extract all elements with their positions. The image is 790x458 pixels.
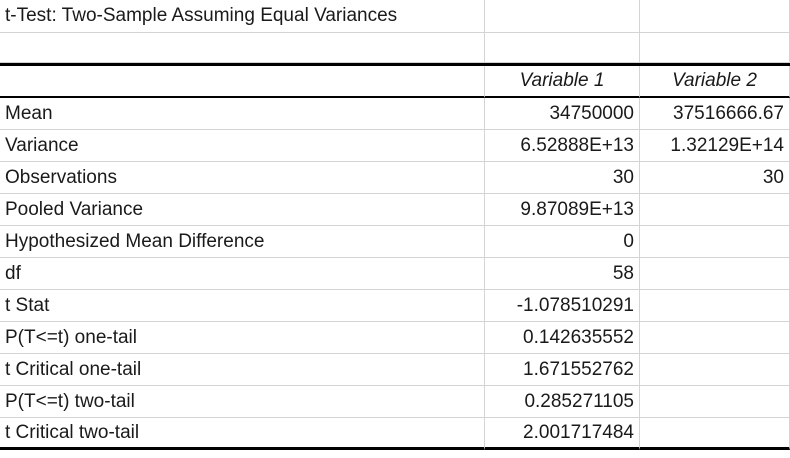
header-cell-blank[interactable] xyxy=(0,66,485,98)
variable-1-cell[interactable]: 6.52888E+13 xyxy=(485,130,640,162)
title-cell[interactable]: t-Test: Two-Sample Assuming Equal Varian… xyxy=(0,0,485,33)
row-label: P(T<=t) one-tail xyxy=(5,326,137,348)
row-label: Variance xyxy=(5,134,79,156)
variable-2-cell[interactable]: 30 xyxy=(640,162,790,194)
variable-2-cell[interactable] xyxy=(640,418,790,450)
header-label: Variable 1 xyxy=(519,70,605,91)
variable-1-cell[interactable]: 0.285271105 xyxy=(485,386,640,418)
row-label-cell[interactable]: t Critical two-tail xyxy=(0,418,485,450)
variable-2-cell[interactable] xyxy=(640,354,790,386)
row-label-cell[interactable]: P(T<=t) one-tail xyxy=(0,322,485,354)
table-row: P(T<=t) one-tail 0.142635552 xyxy=(0,322,790,354)
empty-cell[interactable] xyxy=(0,33,485,63)
table-row: P(T<=t) two-tail 0.285271105 xyxy=(0,386,790,418)
row-label-cell[interactable]: Hypothesized Mean Difference xyxy=(0,226,485,258)
title-row: t-Test: Two-Sample Assuming Equal Varian… xyxy=(0,0,790,33)
row-label: Mean xyxy=(5,102,53,124)
header-cell-variable-2[interactable]: Variable 2 xyxy=(640,66,790,98)
row-label-cell[interactable]: Mean xyxy=(0,98,485,130)
empty-cell[interactable] xyxy=(640,0,790,33)
row-label-cell[interactable]: P(T<=t) two-tail xyxy=(0,386,485,418)
cell-value: 58 xyxy=(612,262,634,284)
table-row: t Stat -1.078510291 xyxy=(0,290,790,322)
row-label: Pooled Variance xyxy=(5,198,144,220)
row-label: t Critical two-tail xyxy=(5,421,140,443)
variable-2-cell[interactable]: 1.32129E+14 xyxy=(640,130,790,162)
cell-value: -1.078510291 xyxy=(516,294,634,316)
cell-value: 30 xyxy=(762,166,784,188)
cell-value: 6.52888E+13 xyxy=(520,134,634,156)
row-label-cell[interactable]: t Critical one-tail xyxy=(0,354,485,386)
output-title: t-Test: Two-Sample Assuming Equal Varian… xyxy=(5,5,398,26)
table-row: Pooled Variance 9.87089E+13 xyxy=(0,194,790,226)
variable-2-cell[interactable] xyxy=(640,290,790,322)
row-label: t Stat xyxy=(5,294,50,316)
variable-1-cell[interactable]: 2.001717484 xyxy=(485,418,640,450)
cell-value: 30 xyxy=(612,166,634,188)
table-row: Hypothesized Mean Difference 0 xyxy=(0,226,790,258)
empty-cell[interactable] xyxy=(485,0,640,33)
cell-value: 9.87089E+13 xyxy=(520,198,634,220)
row-label-cell[interactable]: Observations xyxy=(0,162,485,194)
cell-value: 0 xyxy=(623,230,634,252)
variable-2-cell[interactable] xyxy=(640,194,790,226)
empty-cell[interactable] xyxy=(640,33,790,63)
header-label: Variable 2 xyxy=(672,70,757,91)
blank-row xyxy=(0,33,790,63)
row-label-cell[interactable]: df xyxy=(0,258,485,290)
table-row: Mean 34750000 37516666.67 xyxy=(0,98,790,130)
row-label: t Critical one-tail xyxy=(5,358,142,380)
cell-value: 0.142635552 xyxy=(523,326,634,348)
variable-1-cell[interactable]: 58 xyxy=(485,258,640,290)
row-label: Hypothesized Mean Difference xyxy=(5,230,265,252)
variable-1-cell[interactable]: -1.078510291 xyxy=(485,290,640,322)
cell-value: 0.285271105 xyxy=(524,390,634,412)
variable-2-cell[interactable] xyxy=(640,258,790,290)
variable-2-cell[interactable]: 37516666.67 xyxy=(640,98,790,130)
table-row: Variance 6.52888E+13 1.32129E+14 xyxy=(0,130,790,162)
variable-1-cell[interactable]: 30 xyxy=(485,162,640,194)
variable-2-cell[interactable] xyxy=(640,322,790,354)
cell-value: 1.32129E+14 xyxy=(670,134,784,156)
header-cell-variable-1[interactable]: Variable 1 xyxy=(485,66,640,98)
table-row: t Critical one-tail 1.671552762 xyxy=(0,354,790,386)
row-label-cell[interactable]: t Stat xyxy=(0,290,485,322)
header-row: Variable 1 Variable 2 xyxy=(0,63,790,98)
cell-value: 34750000 xyxy=(549,102,634,124)
variable-2-cell[interactable] xyxy=(640,386,790,418)
empty-cell[interactable] xyxy=(485,33,640,63)
cell-value: 1.671552762 xyxy=(523,358,634,380)
row-label-cell[interactable]: Pooled Variance xyxy=(0,194,485,226)
table-row: Observations 30 30 xyxy=(0,162,790,194)
variable-1-cell[interactable]: 34750000 xyxy=(485,98,640,130)
row-label-cell[interactable]: Variance xyxy=(0,130,485,162)
variable-1-cell[interactable]: 0 xyxy=(485,226,640,258)
variable-2-cell[interactable] xyxy=(640,226,790,258)
table-row: df 58 xyxy=(0,258,790,290)
variable-1-cell[interactable]: 0.142635552 xyxy=(485,322,640,354)
row-label: P(T<=t) two-tail xyxy=(5,390,135,412)
cell-value: 37516666.67 xyxy=(673,102,784,124)
table-row: t Critical two-tail 2.001717484 xyxy=(0,418,790,450)
variable-1-cell[interactable]: 1.671552762 xyxy=(485,354,640,386)
row-label: Observations xyxy=(5,166,117,188)
row-label: df xyxy=(5,262,21,284)
cell-value: 2.001717484 xyxy=(523,421,634,443)
variable-1-cell[interactable]: 9.87089E+13 xyxy=(485,194,640,226)
